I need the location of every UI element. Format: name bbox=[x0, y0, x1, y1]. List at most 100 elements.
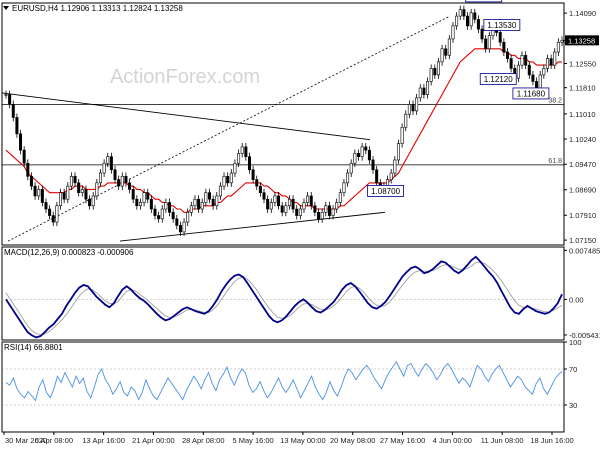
price-bar-body bbox=[505, 51, 509, 59]
price-annotation-box bbox=[483, 19, 521, 31]
price-bar-body bbox=[556, 41, 560, 53]
price-bar-body bbox=[527, 64, 531, 76]
x-tick-label: 5 May 16:00 bbox=[232, 436, 273, 445]
price-bar-body bbox=[146, 192, 150, 200]
price-bar-body bbox=[426, 81, 430, 95]
price-bar-body bbox=[273, 195, 277, 203]
price-panel: 1.14090 1.13258 1.12550 1.11810 1.11010 1.102… bbox=[1, 0, 599, 245]
price-bar-body bbox=[135, 198, 139, 207]
price-bar-body bbox=[178, 225, 182, 233]
price-bar-body bbox=[404, 113, 408, 128]
price-bar-body bbox=[327, 205, 331, 216]
price-bar-body bbox=[197, 198, 201, 210]
price-bar-body bbox=[422, 87, 426, 95]
price-bar-body bbox=[447, 38, 451, 56]
price-bar-body bbox=[37, 189, 41, 197]
price-bar-body bbox=[222, 176, 226, 187]
price-bar-body bbox=[455, 15, 459, 27]
price-annotation-label: 1.12120 bbox=[484, 75, 513, 84]
price-bar-body bbox=[186, 211, 190, 223]
price-bar-body bbox=[84, 189, 88, 200]
price-bar-body bbox=[549, 58, 553, 66]
price-bar-body bbox=[59, 192, 63, 207]
fib-level-label: 38.2 bbox=[548, 97, 562, 104]
price-bar-body bbox=[66, 185, 70, 200]
price-bar-body bbox=[349, 162, 353, 174]
price-bar-body bbox=[400, 126, 404, 144]
price-bar-body bbox=[215, 195, 219, 207]
price-bar-body bbox=[117, 179, 121, 187]
price-bar-body bbox=[466, 15, 470, 27]
chart-header: EURUSD,H4 1.12906 1.13313 1.12824 1.1325… bbox=[3, 4, 183, 13]
price-bar-body bbox=[233, 162, 237, 174]
price-bar-body bbox=[302, 202, 306, 210]
price-bar-body bbox=[189, 205, 193, 213]
price-bar-body bbox=[98, 172, 102, 184]
price-bar-body bbox=[113, 169, 117, 180]
price-bar-body bbox=[531, 74, 535, 82]
macd-signal-line bbox=[5, 261, 563, 336]
price-bar-body bbox=[91, 195, 95, 207]
price-bar-body bbox=[69, 176, 73, 187]
price-bar-body bbox=[26, 162, 30, 177]
price-bar-body bbox=[473, 12, 477, 20]
price-bar-body bbox=[19, 133, 23, 151]
rsi-line bbox=[5, 360, 563, 402]
price-bar-body bbox=[88, 198, 92, 207]
rsi-tick-label: 30 bbox=[569, 401, 577, 410]
x-tick-label: 11 Jun 08:00 bbox=[481, 436, 524, 445]
price-bar-body bbox=[458, 9, 462, 17]
rsi-frame bbox=[1, 341, 565, 433]
price-bar-body bbox=[8, 94, 12, 105]
price-bar-body bbox=[171, 211, 175, 220]
price-tick-label: 1.14090 bbox=[569, 9, 596, 18]
price-bar-body bbox=[44, 202, 48, 210]
price-bar-body bbox=[95, 182, 99, 197]
price-bar-body bbox=[287, 198, 291, 207]
x-tick-label: 13 May 00:00 bbox=[280, 436, 325, 445]
price-annotation-box bbox=[479, 73, 517, 85]
macd-tick-label: 0.00 bbox=[569, 295, 584, 304]
price-bar-body bbox=[440, 48, 444, 63]
price-bar-body bbox=[258, 185, 262, 193]
price-bar-body bbox=[208, 192, 212, 200]
price-bar-body bbox=[153, 208, 157, 216]
price-bar-body bbox=[277, 195, 281, 207]
x-tick-label: 18 Jun 16:00 bbox=[530, 436, 573, 445]
price-bar-body bbox=[138, 202, 142, 207]
price-bar-body bbox=[516, 64, 520, 79]
price-bar-body bbox=[244, 146, 248, 158]
price-bar-body bbox=[502, 41, 506, 53]
price-bar-body bbox=[240, 146, 244, 154]
price-bar-body bbox=[342, 182, 346, 193]
price-bar-body bbox=[436, 61, 440, 76]
price-bar-body bbox=[338, 192, 342, 203]
price-bar-body bbox=[22, 149, 26, 164]
price-bar-body bbox=[509, 58, 513, 69]
price-bar-body bbox=[149, 198, 153, 210]
price-bar-body bbox=[106, 156, 110, 164]
rsi-header: RSI(14) 66.8801 bbox=[4, 343, 63, 352]
current-price-tag bbox=[565, 35, 599, 46]
price-bar-body bbox=[320, 211, 324, 220]
x-tick-label: 27 May 16:00 bbox=[380, 436, 425, 445]
price-bar-body bbox=[218, 185, 222, 197]
price-annotation-label: 1.08700 bbox=[371, 187, 400, 196]
x-tick-label: 20 May 08:00 bbox=[330, 436, 375, 445]
resistance-trendline bbox=[1, 92, 371, 141]
price-bar-body bbox=[389, 172, 393, 180]
price-bar-body bbox=[280, 205, 284, 213]
price-annotation-box bbox=[367, 185, 404, 197]
symbol-line: EURUSD,H4 1.12906 1.13313 1.12824 1.1325… bbox=[12, 4, 183, 13]
price-bar-body bbox=[396, 143, 400, 161]
channel-dashed-line bbox=[7, 15, 451, 242]
price-bar-body bbox=[484, 38, 488, 50]
price-bar-body bbox=[356, 153, 360, 158]
price-bar-body bbox=[367, 149, 371, 161]
macd-panel: 0.007485 0.00 -0.005431 bbox=[2, 246, 600, 340]
macd-line bbox=[5, 255, 563, 339]
price-bar-body bbox=[346, 172, 350, 184]
macd-frame bbox=[1, 246, 565, 341]
price-annotation-box bbox=[512, 87, 550, 100]
price-bar-body bbox=[62, 192, 66, 200]
